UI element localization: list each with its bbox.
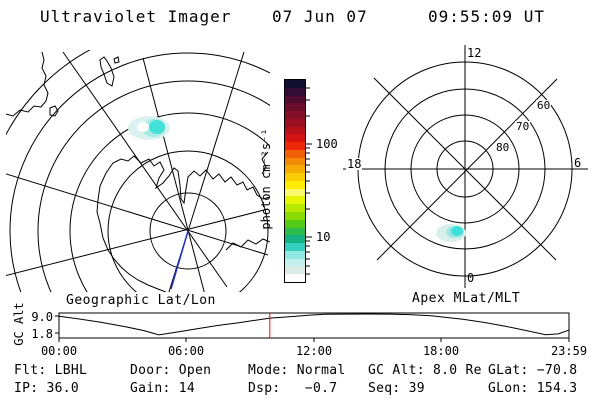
status-door: Door: Open — [130, 363, 212, 378]
mlat-label-60: 60 — [536, 99, 552, 112]
ytick-9: 9.0 — [31, 310, 53, 324]
xtick-1200: 12:00 — [295, 344, 333, 358]
mlt-label-6: 6 — [574, 156, 582, 170]
mlt-label-12: 12 — [467, 46, 482, 60]
mlt-label-0: 0 — [467, 271, 475, 285]
xtick-0600: 06:00 — [167, 344, 205, 358]
status-gain: Gain: 14 — [130, 381, 196, 396]
colorbar-axis-label: photon cm⁻²s⁻¹ — [259, 128, 273, 230]
latitude-circles — [0, 25, 394, 400]
date-label: 07 Jun 07 — [272, 7, 368, 26]
gc-alt-curve — [59, 314, 569, 335]
status-glon: GLon: 154.3 — [488, 381, 578, 396]
right-panel-caption: Apex MLat/MLT — [412, 291, 521, 306]
timeline-axis-ticks — [55, 316, 569, 342]
status-mode: Mode: Normal — [248, 363, 346, 378]
small-islet — [114, 57, 119, 63]
colorbar-gradient — [284, 79, 306, 283]
colorbar-tick-10: 10 — [316, 230, 331, 244]
colorbar-tick-100: 100 — [316, 137, 338, 151]
apex-polar-panel — [343, 45, 588, 288]
status-flt: Flt: LBHL — [14, 363, 88, 378]
mlt-spokes — [343, 45, 588, 288]
aurora-emission-patch-left — [128, 116, 170, 140]
aurora-emission-patch-right — [436, 224, 466, 242]
status-glat: GLat: −70.8 — [488, 363, 578, 378]
xtick-0000: 00:00 — [40, 344, 78, 358]
timeline-plot-box — [59, 313, 569, 338]
status-gc-alt: GC Alt: 8.0 Re — [368, 363, 482, 378]
status-ip: IP: 36.0 — [14, 381, 80, 396]
gc-alt-timeline-panel — [55, 313, 569, 342]
xtick-2359: 23:59 — [550, 344, 588, 358]
antarctica-coastline — [97, 156, 270, 292]
status-dsp: Dsp: −0.7 — [248, 381, 338, 396]
geographic-map-panel — [0, 25, 394, 400]
coast-fragment-southeast — [226, 239, 270, 250]
mlat-label-70: 70 — [515, 120, 531, 133]
mlt-label-18: 18 — [346, 157, 363, 171]
xtick-1800: 18:00 — [422, 344, 460, 358]
page-title: Ultraviolet Imager — [40, 7, 232, 26]
ytick-1-8: 1.8 — [31, 327, 53, 341]
coast-fragment-right — [262, 152, 268, 174]
timeline-ylabel: GC Alt — [12, 302, 26, 346]
tasmania-island — [50, 106, 58, 116]
colorbar-ticks — [306, 88, 312, 274]
mlat-label-80: 80 — [495, 141, 511, 154]
spacecraft-track-line — [171, 231, 188, 289]
coastlines — [0, 52, 270, 292]
status-seq: Seq: 39 — [368, 381, 425, 396]
australia-coastline — [0, 52, 48, 119]
new-zealand-island — [100, 57, 114, 86]
left-panel-caption: Geographic Lat/Lon — [66, 293, 216, 308]
time-label: 09:55:09 UT — [428, 7, 545, 26]
